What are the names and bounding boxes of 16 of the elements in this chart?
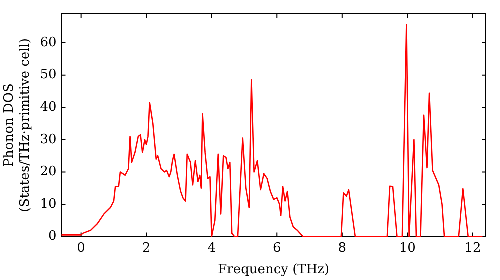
- y-tick-label: 20: [40, 164, 57, 180]
- y-tick-label: 50: [40, 68, 57, 83]
- x-tick-label: 4: [208, 240, 216, 256]
- x-tick-label: 8: [338, 240, 347, 256]
- y-tick-label: 10: [40, 196, 57, 212]
- y-tick-label: 0: [48, 229, 57, 244]
- y-tick-label: 60: [40, 35, 57, 50]
- x-tick-label: 12: [464, 240, 482, 256]
- y-tick-label: 30: [40, 132, 57, 148]
- x-tick-label: 6: [272, 240, 282, 256]
- x-tick-label: 2: [142, 240, 151, 256]
- x-axis-title: Frequency (THz): [218, 262, 330, 278]
- y-axis-title: Phonon DOS (States/THz·primitive cell): [2, 38, 33, 212]
- y-tick-label: 40: [40, 100, 57, 116]
- x-tick-label: 0: [77, 240, 86, 256]
- x-tick-label: 10: [399, 240, 416, 256]
